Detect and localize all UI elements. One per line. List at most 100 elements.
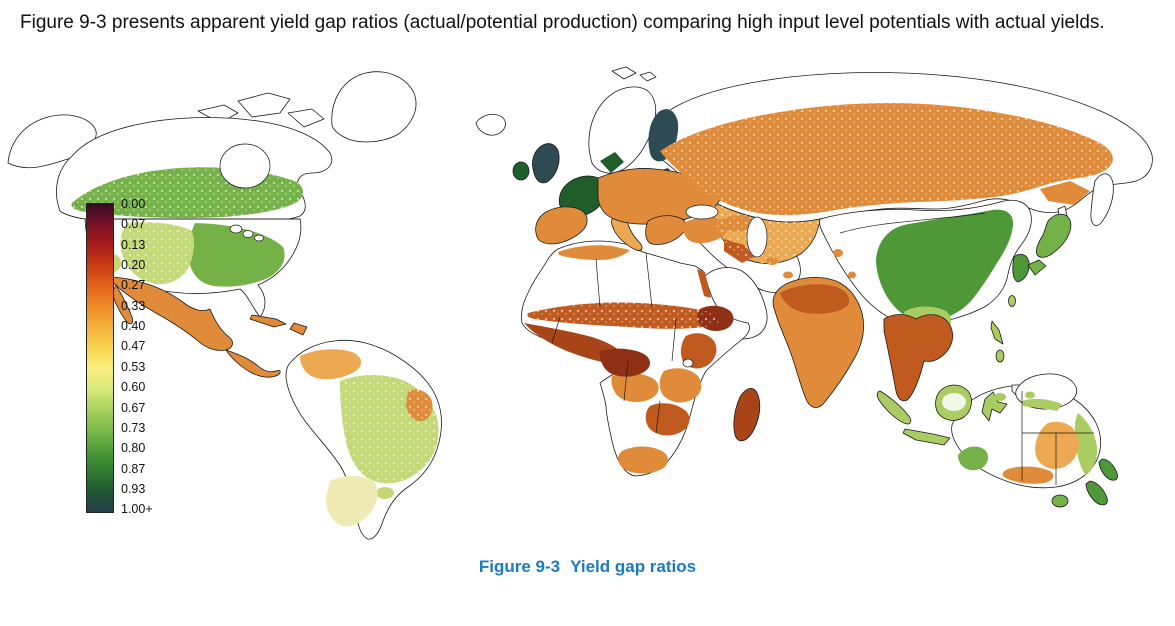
colombia-venezuela [300, 349, 362, 380]
sahel-speckle [527, 302, 721, 329]
border-west-africa [551, 316, 561, 344]
east-china-cropland [876, 209, 1014, 322]
regions-green [876, 209, 1118, 506]
legend-label: 0.07 [121, 217, 146, 232]
border-libya-egypt [645, 252, 653, 308]
iberia [535, 206, 588, 245]
legend-labels: 0.00 0.07 0.13 0.20 0.27 0.33 0.40 0.47 0.53 0.60… [121, 198, 153, 516]
iceland [475, 113, 506, 136]
brazil-speckle [340, 374, 439, 484]
legend-label: 0.40 [121, 319, 146, 334]
legend-label: 0.13 [121, 237, 146, 252]
figure-caption-label: Figure 9-3 [478, 556, 561, 576]
legend-label: 0.93 [121, 482, 146, 496]
new-guinea-cropland [1022, 398, 1062, 411]
legend-label: 0.33 [121, 298, 146, 313]
border-southern-africa [655, 400, 661, 434]
great-lake-1 [229, 224, 243, 234]
north-australia-patch-1 [994, 392, 1006, 401]
south-australia-strip [1002, 466, 1054, 484]
legend-label: 0.87 [121, 461, 146, 476]
maghreb-coast [558, 245, 630, 260]
map-legend: 0.00 0.07 0.13 0.20 0.27 0.33 0.40 0.47 0.53 0.60… [86, 198, 153, 516]
kamchatka [1090, 173, 1114, 226]
legend-label: 0.53 [121, 359, 146, 374]
java [902, 428, 951, 446]
baja-california [111, 284, 134, 325]
legend-label: 0.80 [121, 441, 146, 456]
philippines-north [990, 320, 1004, 345]
lake-victoria [682, 358, 694, 368]
black-sea [685, 204, 719, 220]
lakes [219, 143, 768, 368]
north-india-band [780, 284, 850, 314]
tasmania [1051, 494, 1069, 508]
figure-map: 0.00 0.07 0.13 0.20 0.27 0.33 0.40 0.47 0.53 0.60… [0, 61, 1175, 541]
inland-east-australia [1035, 421, 1079, 469]
congo-basin-patch [611, 372, 659, 402]
russia-speckle [660, 102, 1113, 216]
legend-label: 0.00 [121, 196, 146, 211]
greenland [331, 71, 417, 143]
balkans [645, 215, 687, 245]
legend-label: 0.27 [121, 278, 146, 293]
border-central-africa [623, 360, 629, 402]
arctic-island-1 [237, 92, 291, 118]
philippines-south [995, 349, 1005, 363]
white-overlays [942, 392, 966, 411]
east-australia-coast-cropland [1074, 412, 1098, 475]
figure-caption: Figure 9-3 Yield gap ratios [0, 557, 1175, 577]
country-borders [85, 212, 1094, 485]
new-zealand-south [1085, 480, 1108, 506]
intro-paragraph: Figure 9-3 presents apparent yield gap r… [20, 12, 1105, 33]
legend-label: 1.00+ [121, 502, 153, 517]
hispaniola [289, 322, 308, 336]
great-lake-2 [242, 230, 254, 238]
border-mongolia [839, 212, 986, 234]
legend-label: 0.73 [121, 420, 146, 435]
uruguay-cropland [376, 486, 394, 499]
usa-plains-speckle [120, 222, 194, 285]
legend-label: 0.20 [121, 258, 146, 273]
japan-south [1027, 259, 1047, 276]
russia-far-east-cropland [1040, 180, 1090, 205]
mexico [107, 276, 233, 351]
caspian-sea [746, 216, 768, 258]
new-zealand-north [1098, 458, 1118, 481]
legend-label: 0.47 [121, 339, 146, 354]
iran-patch-2 [783, 271, 793, 279]
south-africa-base [618, 446, 668, 474]
great-lake-3 [254, 234, 264, 242]
india [772, 276, 864, 408]
regions-pale-yellow [325, 475, 378, 527]
west-china-patch-2 [848, 271, 856, 279]
tanzania-zambia [659, 368, 702, 403]
ireland [512, 161, 530, 181]
legend-gradient-bar [86, 202, 114, 513]
west-china-patch-1 [833, 248, 843, 257]
united-kingdom [532, 143, 560, 184]
argentina-pampas [325, 475, 378, 527]
nile-valley [697, 268, 711, 298]
arctic-island-2 [287, 108, 325, 128]
japan-north [1035, 213, 1072, 258]
nigeria-central-africa [599, 348, 650, 377]
legend-label: 0.67 [121, 400, 146, 415]
cuba [249, 314, 287, 328]
madagascar [733, 388, 761, 442]
southeast-asia [883, 314, 954, 402]
hudson-bay [219, 143, 271, 189]
legend-label: 0.60 [121, 380, 146, 395]
border-algeria-libya [595, 258, 601, 307]
border-east-africa [671, 318, 677, 362]
sumatra [876, 390, 912, 425]
north-australia-patch-2 [1025, 391, 1035, 399]
taiwan [1008, 295, 1016, 307]
southwest-australia-cropland [958, 446, 988, 471]
world-map [7, 66, 1153, 540]
svalbard [611, 66, 657, 82]
borneo-interior [942, 392, 966, 411]
central-america [225, 349, 281, 378]
figure-caption-title: Yield gap ratios [570, 556, 697, 576]
south-scandinavia [600, 151, 624, 173]
